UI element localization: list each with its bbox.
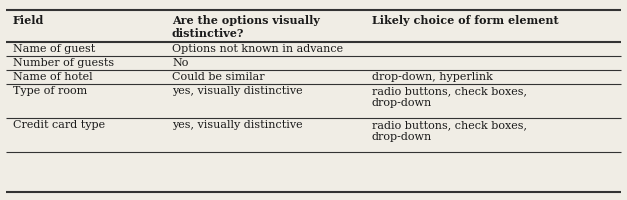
Text: Credit card type: Credit card type (13, 120, 105, 130)
Text: yes, visually distinctive: yes, visually distinctive (172, 86, 303, 96)
Text: yes, visually distinctive: yes, visually distinctive (172, 120, 303, 130)
Text: Name of guest: Name of guest (13, 44, 95, 54)
Text: No: No (172, 58, 188, 68)
Text: Are the options visually
distinctive?: Are the options visually distinctive? (172, 15, 320, 39)
Text: Options not known in advance: Options not known in advance (172, 44, 343, 54)
Text: Number of guests: Number of guests (13, 58, 114, 68)
Text: drop-down, hyperlink: drop-down, hyperlink (372, 72, 493, 82)
Text: Type of room: Type of room (13, 86, 87, 96)
Text: Likely choice of form element: Likely choice of form element (372, 15, 559, 26)
Text: radio buttons, check boxes,
drop-down: radio buttons, check boxes, drop-down (372, 120, 527, 142)
Text: Name of hotel: Name of hotel (13, 72, 93, 82)
Text: radio buttons, check boxes,
drop-down: radio buttons, check boxes, drop-down (372, 86, 527, 108)
Text: Could be similar: Could be similar (172, 72, 265, 82)
Text: Field: Field (13, 15, 45, 26)
